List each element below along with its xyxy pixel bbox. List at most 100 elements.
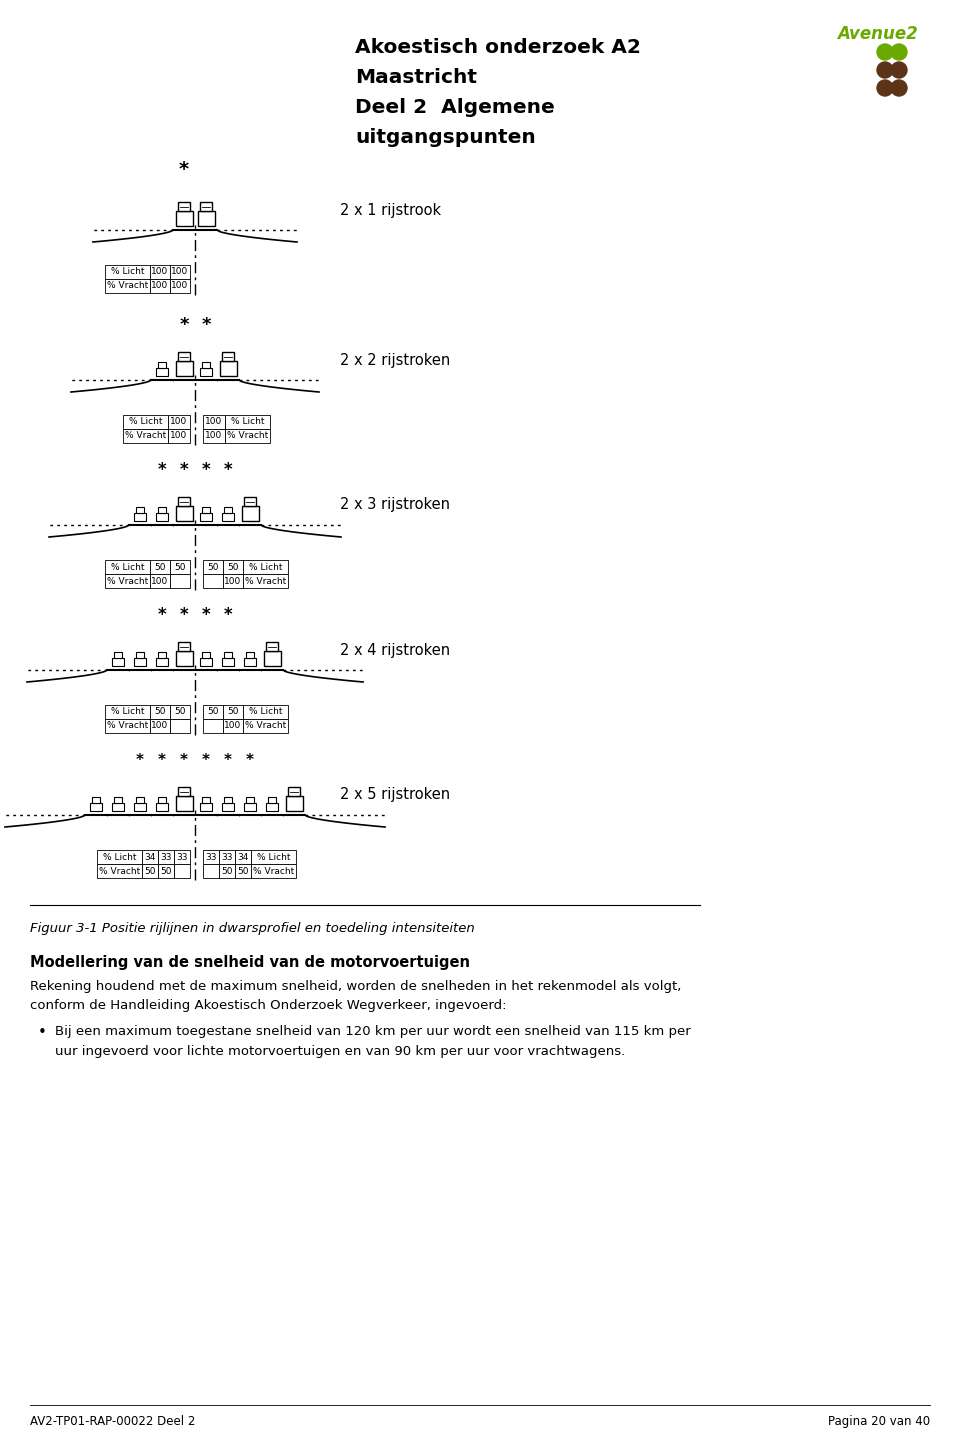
Text: 100: 100: [205, 418, 223, 426]
Bar: [178, 642, 190, 651]
Bar: [136, 652, 144, 658]
Bar: [97, 864, 142, 877]
Text: *: *: [136, 752, 144, 767]
Text: % Licht: % Licht: [110, 563, 144, 572]
Bar: [202, 652, 210, 658]
Text: *: *: [202, 606, 210, 625]
Bar: [156, 368, 168, 376]
Circle shape: [891, 45, 907, 60]
Bar: [150, 266, 170, 279]
Bar: [105, 719, 150, 732]
Circle shape: [877, 62, 893, 78]
Text: % Vracht: % Vracht: [252, 866, 294, 876]
Bar: [246, 652, 254, 658]
Bar: [203, 719, 223, 732]
Bar: [202, 507, 210, 513]
Text: Modellering van de snelheid van de motorvoertuigen: Modellering van de snelheid van de motor…: [30, 955, 470, 969]
Text: 100: 100: [152, 576, 169, 586]
Text: Rekening houdend met de maximum snelheid, worden de snelheden in het rekenmodel : Rekening houdend met de maximum snelheid…: [30, 979, 682, 994]
Text: 34: 34: [237, 853, 249, 862]
Text: % Vracht: % Vracht: [107, 721, 148, 731]
Text: 33: 33: [177, 853, 188, 862]
Text: uur ingevoerd voor lichte motorvoertuigen en van 90 km per uur voor vrachtwagens: uur ingevoerd voor lichte motorvoertuige…: [55, 1045, 625, 1058]
Bar: [150, 705, 170, 719]
Text: 50: 50: [155, 708, 166, 717]
Bar: [223, 574, 243, 587]
Bar: [150, 279, 170, 293]
Bar: [176, 360, 193, 376]
Text: *: *: [157, 606, 166, 625]
Text: 2 x 2 rijstroken: 2 x 2 rijstroken: [340, 352, 450, 368]
Bar: [136, 797, 144, 803]
Text: 100: 100: [225, 721, 242, 731]
Bar: [136, 507, 144, 513]
Circle shape: [891, 80, 907, 96]
Bar: [170, 560, 190, 574]
Text: 100: 100: [172, 267, 188, 277]
Bar: [200, 513, 212, 521]
Bar: [150, 574, 170, 587]
Bar: [242, 505, 258, 521]
Bar: [202, 797, 210, 803]
Bar: [178, 787, 190, 796]
Text: % Vracht: % Vracht: [125, 431, 166, 441]
Bar: [170, 266, 190, 279]
Bar: [243, 705, 288, 719]
Text: •: •: [38, 1025, 47, 1040]
Bar: [114, 652, 122, 658]
Bar: [244, 803, 256, 811]
Bar: [133, 803, 146, 811]
Bar: [170, 705, 190, 719]
Text: 50: 50: [144, 866, 156, 876]
Text: 100: 100: [152, 721, 169, 731]
Text: 2 x 5 rijstroken: 2 x 5 rijstroken: [340, 787, 450, 803]
Bar: [243, 574, 288, 587]
Bar: [251, 850, 296, 864]
Bar: [198, 211, 214, 225]
Bar: [224, 507, 232, 513]
Bar: [219, 864, 235, 877]
Text: *: *: [158, 752, 166, 767]
Bar: [158, 850, 174, 864]
Bar: [89, 803, 103, 811]
Bar: [156, 803, 168, 811]
Bar: [97, 850, 142, 864]
Text: % Licht: % Licht: [249, 563, 282, 572]
Bar: [123, 429, 168, 442]
Text: *: *: [180, 752, 188, 767]
Bar: [202, 362, 210, 368]
Text: 50: 50: [175, 563, 185, 572]
Bar: [203, 850, 219, 864]
Text: Avenue2: Avenue2: [836, 24, 918, 43]
Text: *: *: [224, 752, 232, 767]
Text: 100: 100: [170, 418, 187, 426]
Bar: [156, 658, 168, 666]
Text: *: *: [179, 161, 189, 180]
Text: 50: 50: [237, 866, 249, 876]
Text: 33: 33: [160, 853, 172, 862]
Bar: [142, 864, 158, 877]
Text: 50: 50: [160, 866, 172, 876]
Circle shape: [891, 62, 907, 78]
Bar: [235, 864, 251, 877]
Text: Bij een maximum toegestane snelheid van 120 km per uur wordt een snelheid van 11: Bij een maximum toegestane snelheid van …: [55, 1025, 691, 1038]
Text: *: *: [246, 752, 254, 767]
Bar: [150, 560, 170, 574]
Text: 34: 34: [144, 853, 156, 862]
Bar: [105, 560, 150, 574]
Text: *: *: [180, 316, 189, 335]
Bar: [285, 796, 302, 811]
Bar: [203, 574, 223, 587]
Text: 100: 100: [170, 431, 187, 441]
Bar: [235, 850, 251, 864]
Bar: [268, 797, 276, 803]
Bar: [168, 429, 190, 442]
Bar: [200, 202, 212, 211]
Bar: [142, 850, 158, 864]
Bar: [244, 497, 256, 505]
Bar: [156, 513, 168, 521]
Bar: [158, 864, 174, 877]
Text: *: *: [180, 606, 188, 625]
Text: conform de Handleiding Akoestisch Onderzoek Wegverkeer, ingevoerd:: conform de Handleiding Akoestisch Onderz…: [30, 999, 507, 1012]
Bar: [178, 352, 190, 360]
